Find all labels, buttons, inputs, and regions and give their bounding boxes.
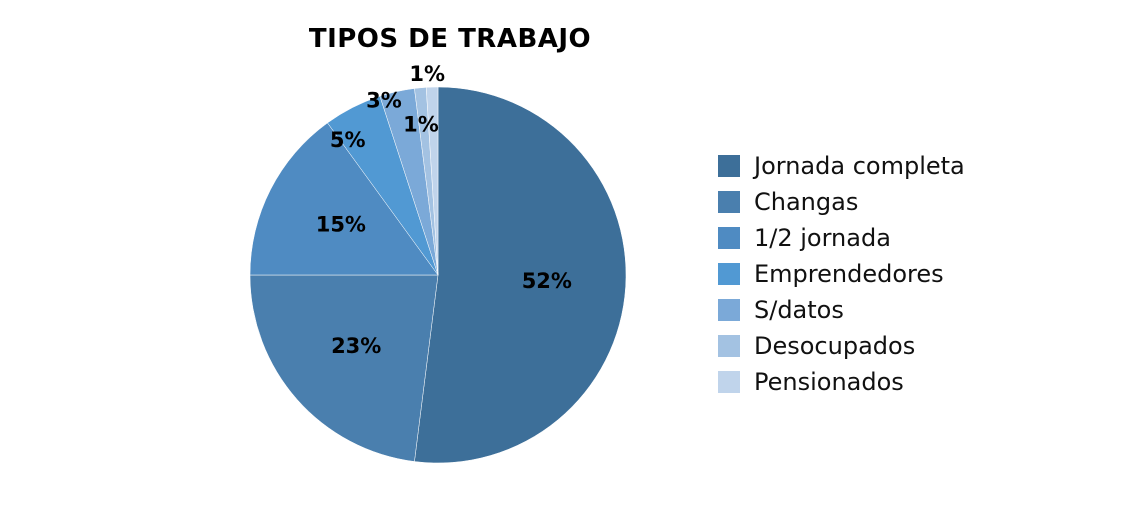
legend-label: 1/2 jornada	[754, 224, 891, 252]
legend-swatch	[718, 155, 740, 177]
slice-label-7: 1%	[403, 112, 439, 136]
legend-swatch	[718, 263, 740, 285]
legend-item: Changas	[718, 184, 965, 220]
chart-title: TIPOS DE TRABAJO	[308, 24, 592, 54]
legend-swatch	[718, 299, 740, 321]
legend: Jornada completa Changas 1/2 jornada Empren…	[718, 148, 965, 400]
legend-item: 1/2 jornada	[718, 220, 965, 256]
slice-label-5: 3%	[366, 89, 402, 113]
slice-label-4: 5%	[330, 128, 366, 152]
pie-slice-2	[249, 274, 439, 462]
pie-slice-7	[425, 86, 439, 276]
slice-label-2: 23%	[331, 334, 381, 358]
legend-item: Pensionados	[718, 364, 965, 400]
legend-item: Jornada completa	[718, 148, 965, 184]
legend-label: Changas	[754, 188, 859, 216]
legend-item: Desocupados	[718, 328, 965, 364]
legend-swatch	[718, 191, 740, 213]
legend-label: Desocupados	[754, 332, 916, 360]
legend-swatch	[718, 335, 740, 357]
legend-item: Emprendedores	[718, 256, 965, 292]
legend-label: Pensionados	[754, 368, 904, 396]
pie-slice-1	[414, 86, 627, 464]
slice-label-6: 1%	[409, 62, 445, 86]
legend-label: S/datos	[754, 296, 844, 324]
legend-item: S/datos	[718, 292, 965, 328]
pie-slice-3	[249, 122, 439, 276]
legend-label: Jornada completa	[754, 152, 965, 180]
legend-swatch	[718, 371, 740, 393]
legend-swatch	[718, 227, 740, 249]
slice-label-3: 15%	[316, 212, 366, 236]
legend-label: Emprendedores	[754, 260, 944, 288]
slice-label-1: 52%	[522, 269, 572, 293]
